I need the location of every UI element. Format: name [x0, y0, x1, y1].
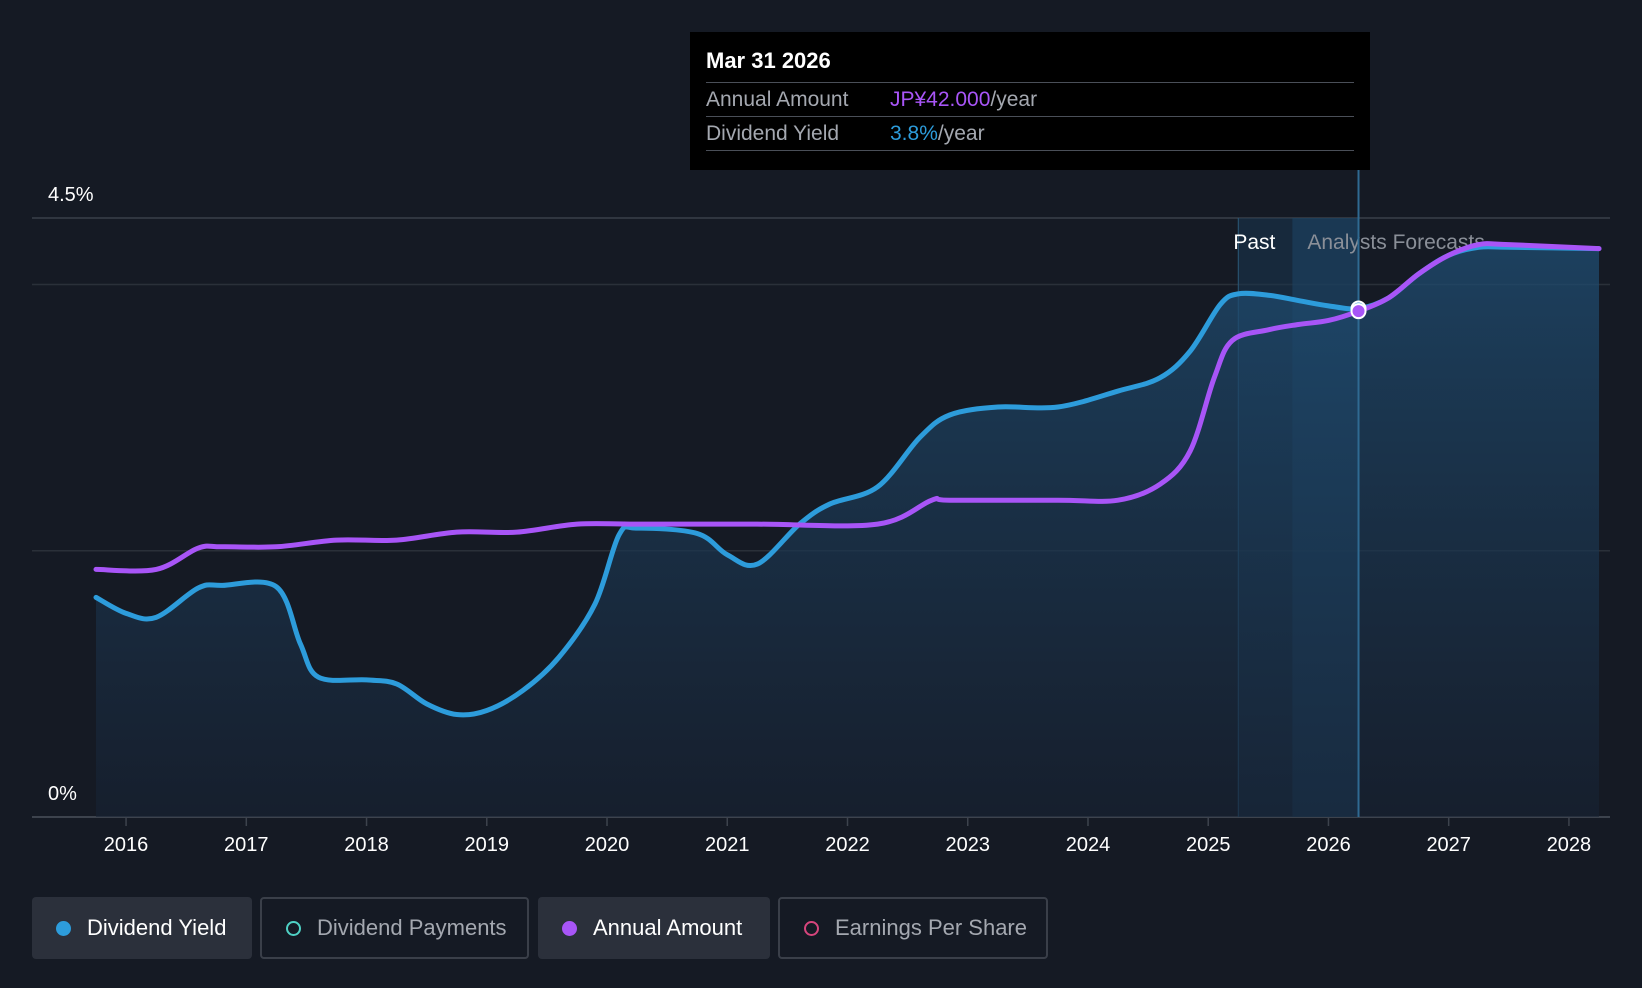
x-axis: 2016 2017 2018 2019 2020 2021 2022 2023 2024 2025…: [104, 817, 1591, 856]
x-tick-label: 2027: [1426, 834, 1471, 856]
legend-annual-amount[interactable]: Annual Amount: [538, 897, 770, 959]
x-tick-label: 2018: [344, 834, 389, 856]
tooltip-label: Annual Amount: [706, 88, 849, 111]
tooltip-value: 3.8%: [890, 122, 938, 145]
series-lines: [93, 241, 1602, 718]
legend-dividend-yield[interactable]: Dividend Yield: [32, 897, 252, 959]
x-tick-label: 2028: [1547, 834, 1592, 856]
x-tick-label: 2026: [1306, 834, 1351, 856]
x-tick-label: 2021: [705, 834, 750, 856]
annual-amount-marker: [1350, 303, 1367, 320]
analysts-forecasts-label: Analysts Forecasts: [1307, 231, 1484, 254]
legend-label: Earnings Per Share: [835, 915, 1027, 940]
legend-label: Dividend Yield: [87, 915, 227, 940]
tooltip: Mar 31 2026 Annual Amount JP¥42.000 /yea…: [690, 32, 1370, 170]
tooltip-label: Dividend Yield: [706, 122, 840, 145]
tooltip-row-dividend-yield: Dividend Yield 3.8% /year: [706, 116, 1354, 151]
y-tick-label: 0%: [48, 783, 77, 805]
tooltip-date: Mar 31 2026: [706, 48, 831, 73]
dividend-yield-area: [96, 246, 1599, 817]
tooltip-row-annual-amount: Annual Amount JP¥42.000 /year: [706, 82, 1354, 116]
x-tick-label: 2020: [585, 834, 630, 856]
x-tick-label: 2017: [224, 834, 269, 856]
annual-amount-line: [93, 241, 1602, 574]
legend-label: Annual Amount: [593, 915, 743, 940]
legend-dividend-payments[interactable]: Dividend Payments: [260, 897, 529, 959]
annual-amount-dot-icon: [562, 920, 577, 936]
series-areas: [96, 246, 1599, 817]
legend-label: Dividend Payments: [317, 915, 507, 940]
y-axis: 4.5% 0%: [48, 184, 94, 805]
x-tick-label: 2022: [825, 834, 870, 856]
hover-layer: [1350, 170, 1367, 817]
x-tick-label: 2024: [1066, 834, 1111, 856]
x-tick-label: 2023: [945, 834, 990, 856]
x-tick-label: 2016: [104, 834, 149, 856]
x-tick-label: 2019: [465, 834, 510, 856]
tooltip-value: JP¥42.000: [890, 88, 991, 111]
dividend-payments-ring-icon: [286, 920, 301, 936]
dividend-chart: Past Analysts Forecasts 2016 2017 2018 2019 2…: [32, 170, 1610, 856]
earnings-per-share-ring-icon: [804, 920, 819, 936]
legend-earnings-per-share[interactable]: Earnings Per Share: [778, 897, 1048, 959]
tooltip-unit: /year: [990, 88, 1038, 111]
past-label: Past: [1233, 231, 1275, 254]
x-tick-label: 2025: [1186, 834, 1231, 856]
tooltip-unit: /year: [937, 122, 985, 145]
y-tick-label: 4.5%: [48, 184, 94, 206]
dividend-yield-dot-icon: [56, 920, 71, 936]
